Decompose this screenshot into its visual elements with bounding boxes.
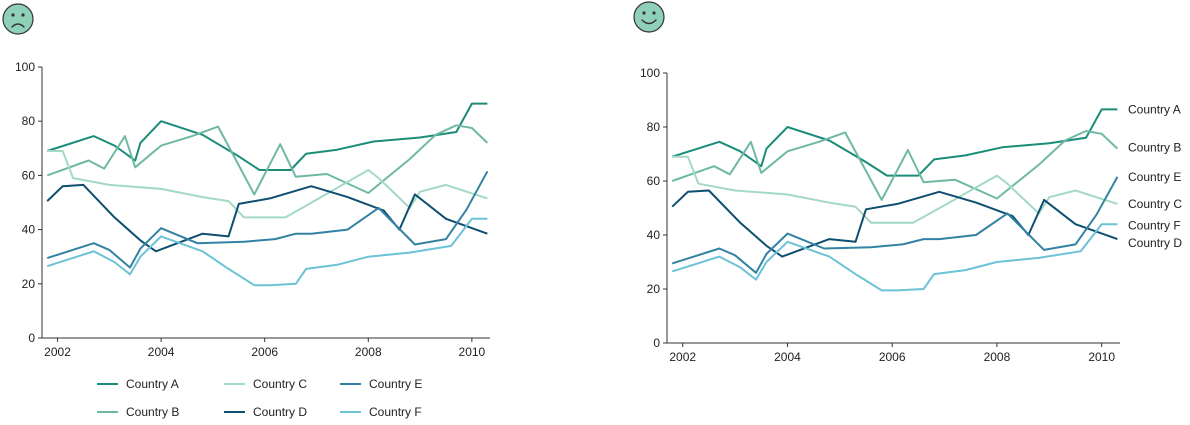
series-line-country-d: [46, 183, 488, 253]
x-tick-label: 2002: [44, 345, 71, 359]
x-tick-label: 2010: [1088, 350, 1115, 364]
legend-label: Country F: [369, 405, 422, 419]
face-eye-right: [21, 13, 25, 17]
y-tick-label: 60: [22, 168, 36, 182]
series-end-label: Country D: [1128, 236, 1182, 250]
y-tick-label: 0: [28, 331, 35, 345]
y-tick-label: 20: [647, 282, 661, 296]
x-tick-label: 2008: [355, 345, 382, 359]
x-tick-label: 2004: [774, 350, 801, 364]
chart-panel-sad: 0 20 40 60 80 100 2002 2004 2006 2008 2010 Country …: [2, 3, 490, 419]
y-tick-label: 40: [22, 223, 36, 237]
legend-label: Country B: [126, 405, 179, 419]
y-tick-label: 40: [647, 228, 661, 242]
face-eye-right: [652, 11, 656, 15]
x-tick-label: 2006: [879, 350, 906, 364]
face-mouth: [11, 23, 25, 28]
x-tick-label: 2002: [669, 350, 696, 364]
legend-label: Country C: [253, 377, 307, 391]
y-tick-label: 20: [22, 277, 36, 291]
x-tick-label: 2004: [148, 345, 175, 359]
legend-label: Country E: [369, 377, 422, 391]
series-end-label: Country C: [1128, 197, 1182, 211]
series-line-country-e: [671, 176, 1119, 274]
chart-panel-happy: 0 20 40 60 80 100 2002 2004 2006 2008 2010 Country …: [633, 1, 1182, 364]
series-line-country-b: [671, 130, 1119, 201]
series-line-country-f: [46, 217, 488, 287]
series-line-country-b: [46, 124, 489, 196]
series-end-label: Country E: [1128, 170, 1181, 184]
y-tick-label: 60: [647, 174, 661, 188]
x-tick-label: 2010: [459, 345, 486, 359]
y-tick-label: 80: [647, 120, 661, 134]
y-tick-label: 100: [15, 60, 35, 74]
happy-face-icon: [633, 1, 665, 33]
face-eye-left: [642, 11, 646, 15]
face-eye-left: [11, 13, 15, 17]
legend-label: Country A: [126, 377, 179, 391]
y-tick-label: 100: [640, 66, 660, 80]
series-line-country-d: [671, 189, 1118, 258]
legend-label: Country D: [253, 405, 307, 419]
series-line-country-a: [46, 102, 488, 171]
series-end-label: Country F: [1128, 219, 1181, 233]
series-line-country-e: [46, 170, 489, 269]
y-tick-label: 80: [22, 114, 36, 128]
y-tick-label: 0: [653, 336, 660, 350]
sad-face-icon: [2, 3, 34, 35]
series-end-label: Country A: [1128, 102, 1181, 116]
series-line-country-a: [671, 108, 1118, 177]
face-mouth: [641, 19, 657, 25]
series-line-country-c: [672, 155, 1118, 224]
x-tick-label: 2006: [251, 345, 278, 359]
series-end-label: Country B: [1128, 140, 1181, 154]
series-line-country-f: [671, 223, 1118, 292]
x-tick-label: 2008: [984, 350, 1011, 364]
series-line-country-c: [47, 150, 488, 219]
